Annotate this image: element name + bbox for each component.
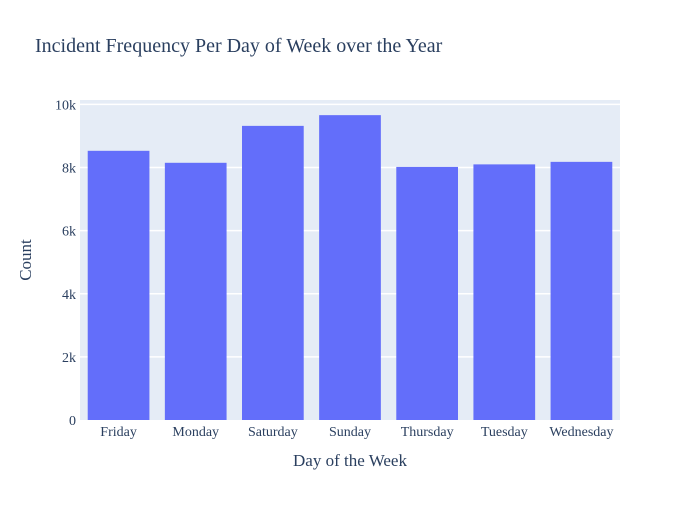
x-tick-label: Tuesday bbox=[481, 425, 528, 440]
bar-sunday[interactable] bbox=[319, 115, 381, 421]
chart-title: Incident Frequency Per Day of Week over … bbox=[35, 35, 443, 57]
x-tick-label: Friday bbox=[100, 425, 137, 440]
bar-saturday[interactable] bbox=[242, 125, 304, 420]
bar-friday[interactable] bbox=[87, 150, 150, 420]
x-tick-label: Monday bbox=[172, 425, 219, 440]
x-tick-label: Sunday bbox=[329, 425, 371, 440]
x-tick-label: Wednesday bbox=[549, 425, 613, 440]
y-axis-ticks: 0 2k 4k 6k 8k 10k bbox=[55, 98, 76, 429]
y-axis-label: Count bbox=[16, 239, 35, 281]
y-tick-label: 8k bbox=[62, 162, 76, 177]
y-tick-label: 2k bbox=[62, 351, 76, 366]
bar-wednesday[interactable] bbox=[550, 161, 613, 420]
x-tick-label: Saturday bbox=[248, 425, 298, 440]
y-tick-label: 0 bbox=[69, 414, 76, 429]
bars bbox=[87, 115, 613, 421]
y-tick-label: 10k bbox=[55, 98, 76, 113]
x-axis-ticks: Friday Monday Saturday Sunday Thursday Tuesda… bbox=[100, 425, 613, 440]
bar-tuesday[interactable] bbox=[473, 164, 536, 420]
y-tick-label: 6k bbox=[62, 225, 76, 240]
x-tick-label: Thursday bbox=[401, 425, 454, 440]
x-axis-label: Day of the Week bbox=[293, 451, 407, 470]
y-tick-label: 4k bbox=[62, 288, 76, 303]
bar-monday[interactable] bbox=[164, 162, 227, 421]
bar-thursday[interactable] bbox=[396, 166, 458, 420]
